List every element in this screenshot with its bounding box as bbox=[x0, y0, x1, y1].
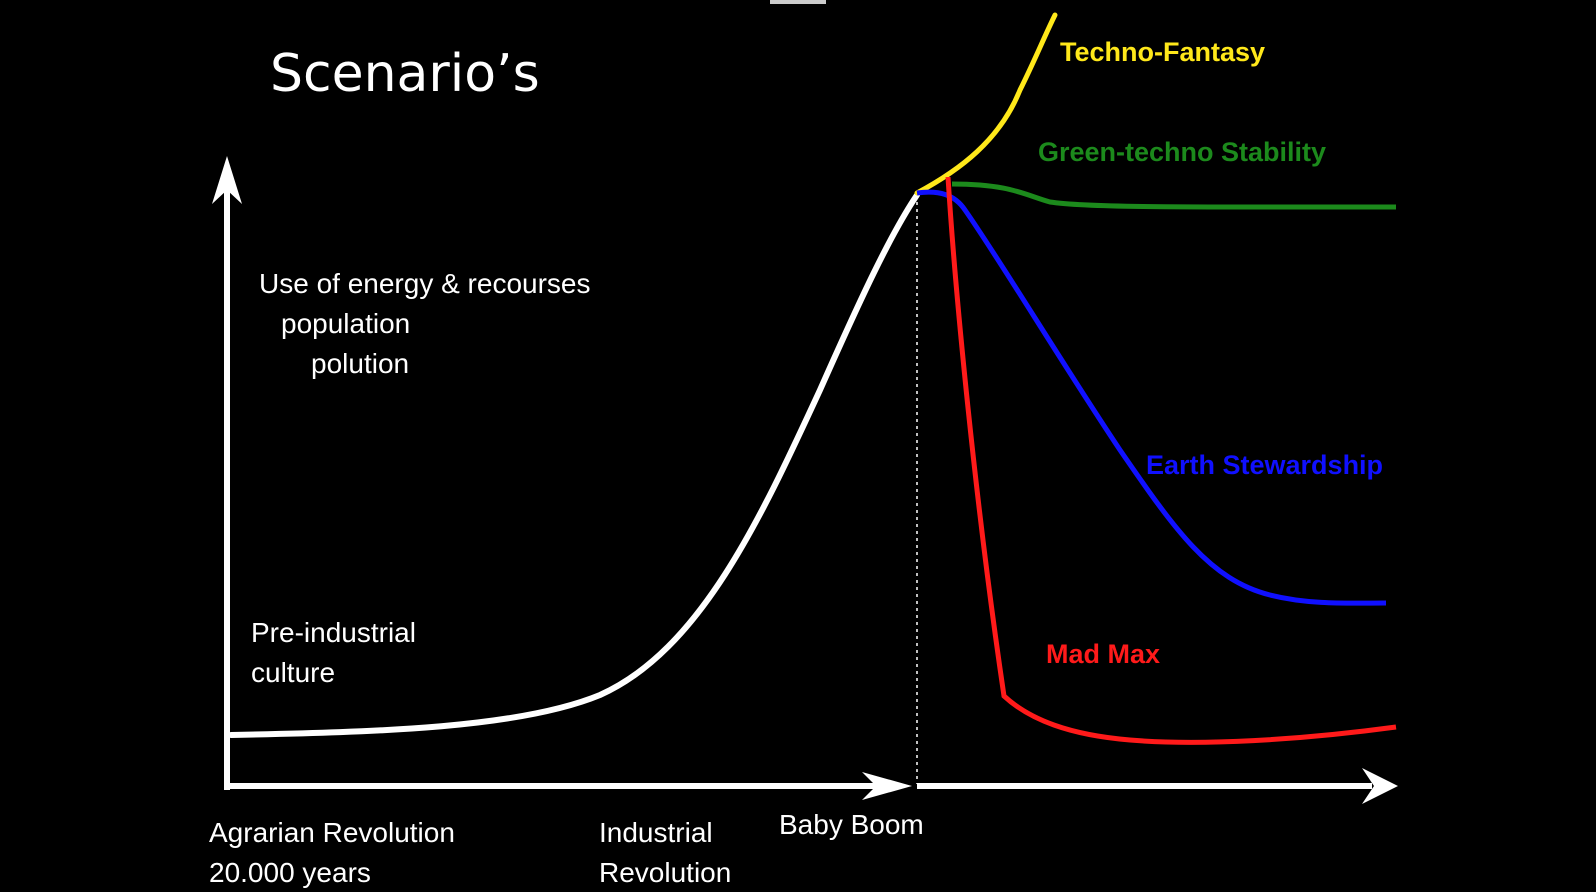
future-axis bbox=[917, 768, 1398, 804]
mad-max-curve bbox=[945, 176, 1397, 745]
techno-fantasy-curve bbox=[914, 12, 1058, 196]
slide-title: Scenario’s bbox=[270, 44, 540, 104]
y-axis-label-line-3: polution bbox=[311, 348, 409, 379]
earth-stewardship-label: Earth Stewardship bbox=[1146, 450, 1383, 480]
x-axis bbox=[224, 772, 912, 800]
pre-industrial-label-line-2: culture bbox=[251, 657, 335, 688]
agrarian-revolution-label-line-2: 20.000 years bbox=[209, 857, 371, 888]
techno-fantasy-label: Techno-Fantasy bbox=[1060, 37, 1265, 67]
green-techno-stability-curve bbox=[951, 181, 1397, 210]
agrarian-revolution-label-line-1: Agrarian Revolution bbox=[209, 817, 455, 848]
y-axis-label-line-2: population bbox=[281, 308, 410, 339]
y-axis-label-line-1: Use of energy & recourses bbox=[259, 268, 591, 299]
y-axis bbox=[212, 156, 242, 790]
earth-stewardship-curve bbox=[916, 189, 1387, 606]
pre-industrial-label-line-1: Pre-industrial bbox=[251, 617, 416, 648]
baby-boom-label: Baby Boom bbox=[779, 809, 924, 840]
industrial-revolution-label-line-1: Industrial bbox=[599, 817, 713, 848]
future-axis-arrowhead bbox=[1362, 768, 1398, 804]
x-axis-arrowhead bbox=[862, 772, 912, 800]
top-marker bbox=[770, 0, 826, 4]
industrial-revolution-label-line-2: Revolution bbox=[599, 857, 731, 888]
green-techno-stability-label: Green-techno Stability bbox=[1038, 137, 1326, 167]
y-axis-arrowhead bbox=[212, 156, 242, 204]
mad-max-label: Mad Max bbox=[1046, 639, 1160, 669]
historical-growth-curve bbox=[228, 192, 920, 738]
